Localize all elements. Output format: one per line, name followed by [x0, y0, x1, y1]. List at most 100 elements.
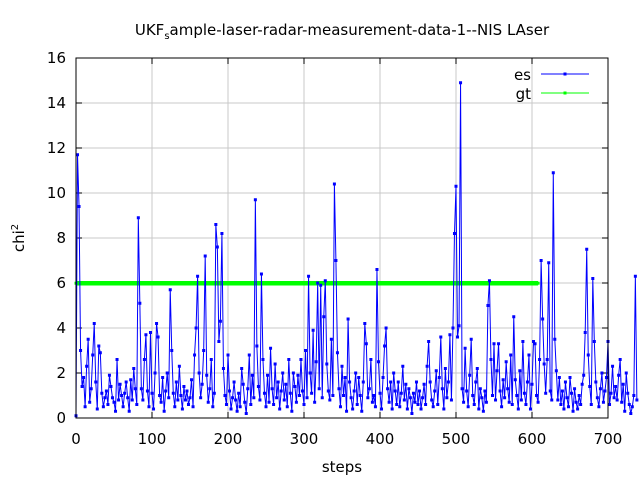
x-tick-label: 100 [138, 430, 167, 448]
series-es-point [76, 153, 80, 157]
series-es-point [513, 378, 517, 382]
series-es-point [459, 81, 463, 85]
series-es-point [214, 223, 218, 226]
series-es-point [275, 396, 279, 400]
series-es-point [492, 342, 496, 346]
y-tick-label: 2 [56, 364, 66, 382]
series-es-point [503, 396, 507, 400]
series-gt-point [402, 281, 406, 285]
series-gt-point [86, 281, 90, 285]
series-es-point [551, 171, 555, 175]
series-es-point [598, 387, 602, 391]
series-es-point [471, 394, 475, 397]
series-es-point [150, 391, 154, 395]
series-es-point [591, 277, 595, 280]
series-es-point [380, 407, 384, 411]
series-es-point [182, 385, 186, 388]
series-es-point [243, 400, 247, 404]
series-es-point [620, 400, 624, 404]
series-es-point [528, 407, 532, 411]
series-es-point [203, 254, 207, 258]
series-es-point [94, 380, 98, 384]
series-es-point [133, 387, 137, 391]
series-gt-point [159, 281, 163, 285]
series-es-point [190, 378, 194, 382]
series-es-point [269, 346, 273, 350]
legend-marker-es [563, 72, 567, 76]
series-es-point [560, 389, 564, 393]
series-es-point [313, 400, 317, 404]
series-gt-point [183, 281, 187, 285]
series-es-point [328, 398, 332, 402]
series-es-point [635, 398, 639, 402]
series-es-point [174, 380, 178, 384]
series-es-point [418, 389, 422, 393]
series-es-point [504, 360, 508, 364]
x-tick-label: 400 [366, 430, 395, 448]
series-es-point [170, 349, 174, 352]
series-es-point [519, 398, 523, 402]
series-es-point [544, 391, 548, 395]
series-es-point [126, 396, 130, 400]
series-es-point [375, 268, 379, 271]
series-es-point [601, 400, 605, 404]
series-es-point [446, 380, 450, 384]
series-es-point [457, 324, 461, 328]
series-es-point [338, 405, 342, 409]
series-es-point [117, 398, 121, 402]
series-es-point [331, 394, 335, 397]
series-es-point [373, 405, 377, 409]
series-es-point [264, 405, 268, 409]
series-es-point [77, 205, 81, 208]
series-es-point [220, 232, 224, 235]
series-es-point [180, 407, 184, 411]
series-es-point [559, 403, 563, 406]
y-tick-label: 6 [56, 274, 66, 292]
series-es-point [255, 344, 259, 348]
series-es-point [302, 403, 306, 406]
series-es-point [539, 259, 543, 262]
series-es-point [600, 371, 604, 375]
series-es-point [507, 400, 511, 404]
series-es-point [156, 335, 160, 339]
series-es-point [285, 405, 289, 409]
series-es-point [421, 396, 425, 400]
series-es-point [342, 394, 346, 397]
series-es-point [494, 398, 498, 402]
series-es-point [212, 391, 216, 395]
series-es-point [211, 405, 215, 409]
series-es-point [402, 398, 406, 402]
legend-label-es: es [514, 66, 531, 84]
series-es-point [316, 281, 320, 285]
series-es-point [498, 389, 502, 393]
series-es-point [434, 369, 438, 373]
series-es-point [158, 394, 162, 397]
series-es-point [490, 394, 494, 397]
series-es-point [290, 409, 294, 413]
series-es-point [244, 412, 248, 415]
series-gt-point [123, 281, 127, 285]
series-es-point [364, 342, 368, 346]
series-es-point [452, 232, 456, 235]
series-es-point [352, 389, 356, 393]
series-gt-point [305, 281, 309, 285]
series-es-point [138, 301, 142, 305]
series-gt-point [147, 281, 151, 285]
series-gt-point [536, 281, 540, 285]
series-es-point [120, 394, 124, 397]
series-es-point [199, 396, 203, 400]
series-gt-point [439, 281, 443, 285]
series-es-point [451, 326, 455, 330]
series-es-point [592, 340, 596, 343]
series-es-point [570, 391, 574, 395]
series-es-point [142, 358, 146, 361]
series-es-point [258, 398, 262, 402]
series-es-point [253, 198, 257, 202]
series-es-point [427, 340, 431, 343]
x-tick-label: 200 [214, 430, 243, 448]
series-es-point [481, 409, 485, 413]
series-es-point [348, 380, 352, 384]
series-es-point [85, 364, 89, 368]
series-es-point [399, 391, 403, 395]
